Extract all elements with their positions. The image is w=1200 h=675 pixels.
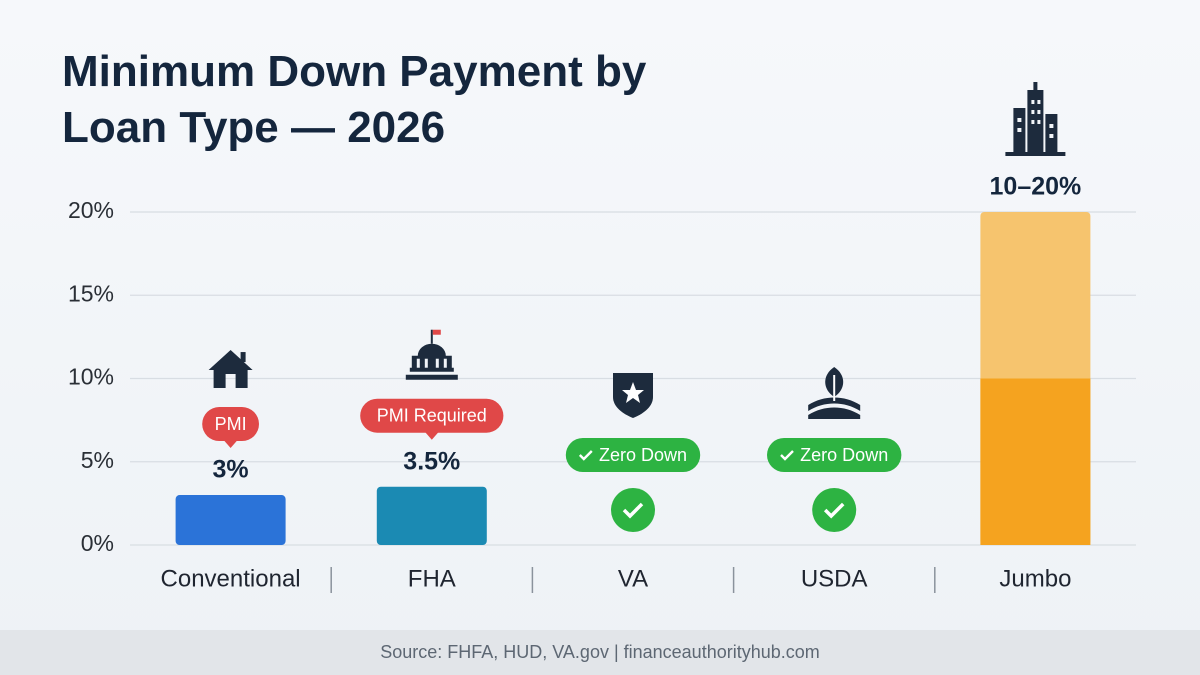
category-icon [1005,82,1066,156]
y-tick-label: 10% [68,364,114,390]
badge [767,438,902,472]
value-label: 3.5% [403,447,460,475]
value-label: 3% [213,456,249,484]
y-tick-label: 15% [68,280,114,306]
value-label: 10–20% [990,173,1082,201]
chart-title: Minimum Down Payment by Loan Type — 2026 [62,47,647,152]
badge [565,438,701,472]
check-icon [812,488,857,532]
category-icon [613,373,653,418]
badge-text: Zero Down [800,445,888,465]
x-tick-label: Conventional [161,565,301,592]
badge-text: PMI [215,414,247,434]
badge-tail [223,440,238,449]
x-tick-label: Jumbo [999,565,1071,592]
bar-min-segment [980,378,1091,545]
y-tick-label: 5% [81,447,114,473]
badge-text: PMI Required [377,405,487,425]
y-tick-label: 20% [68,197,114,223]
bar [376,486,487,545]
x-tick-label: VA [618,565,648,592]
check-icon [611,488,655,532]
badge-check [578,450,593,461]
badge-check [780,450,794,461]
category-icon [405,329,458,380]
y-tick-label: 0% [81,530,114,556]
category-icon [808,367,861,419]
bar [175,495,286,545]
source-note: Source: FHFA, HUD, VA.gov | financeautho… [0,630,1200,675]
badge [360,398,504,433]
x-tick-label: FHA [408,565,456,592]
category-icon [208,350,253,389]
badge-text: Zero Down [599,445,687,465]
badge [202,407,259,442]
x-tick-label: USDA [801,565,868,592]
badge-tail [424,431,439,440]
